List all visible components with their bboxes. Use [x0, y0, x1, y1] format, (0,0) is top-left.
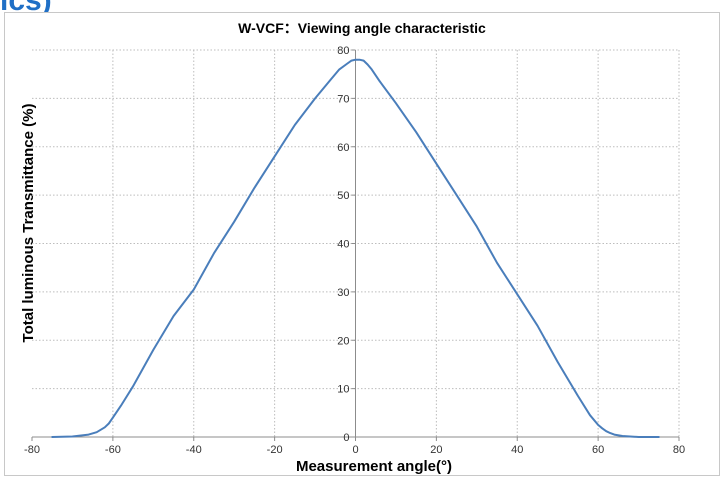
series-line-0 [51, 58, 660, 438]
chart-title: W-VCF：Viewing angle characteristic [238, 20, 486, 36]
x-tick-label: -40 [186, 444, 202, 456]
y-tick-label: 40 [337, 239, 349, 251]
y-tick-label: 0 [343, 432, 349, 444]
banner-text: ics) [0, 0, 52, 17]
x-tick-label: 80 [673, 444, 685, 456]
axes [31, 49, 680, 441]
x-tick-label: -20 [267, 444, 283, 456]
y-tick-label: 80 [337, 45, 349, 57]
viewing-angle-chart: W-VCF：Viewing angle characteristic Total… [20, 20, 685, 475]
x-axis-title: Measurement angle(°) [296, 458, 452, 475]
x-tick-label: 0 [352, 444, 358, 456]
y-tick-label: 20 [337, 335, 349, 347]
y-tick-label: 10 [337, 384, 349, 396]
x-tick-label: -80 [24, 444, 40, 456]
y-tick-label: 60 [337, 142, 349, 154]
y-tick-label: 30 [337, 287, 349, 299]
gridlines [32, 49, 680, 437]
tick-labels: 0 10 20 30 40 50 60 70 80 -80 -60 -40 -20 0 20 40 60 80 [24, 45, 685, 456]
y-tick-label: 70 [337, 93, 349, 105]
x-tick-label: 20 [430, 444, 442, 456]
y-axis-title: Total luminous Transmittance (%) [20, 104, 37, 343]
series-layer [51, 58, 660, 438]
y-tick-label: 50 [337, 190, 349, 202]
x-tick-label: 40 [511, 444, 523, 456]
x-tick-label: 60 [592, 444, 604, 456]
chart-frame: W-VCF：Viewing angle characteristic Total… [4, 12, 720, 476]
x-tick-label: -60 [105, 444, 121, 456]
